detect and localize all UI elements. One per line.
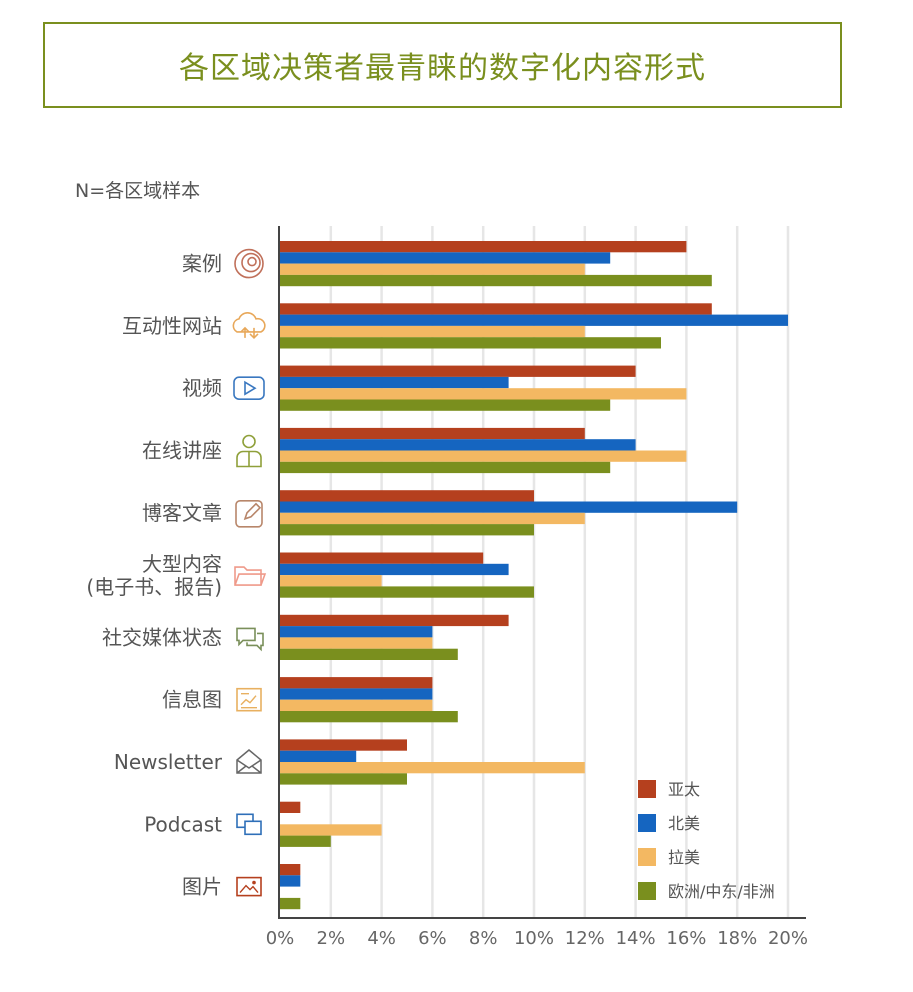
bar [280, 762, 585, 774]
category-label: 图片 [182, 875, 222, 899]
bar [280, 699, 433, 711]
bar [280, 512, 585, 525]
axes [278, 226, 806, 919]
chat-icon [236, 627, 264, 652]
bar [280, 337, 661, 349]
chart-title: 各区域决策者最青睐的数字化内容形式 [179, 51, 706, 86]
x-tick-label: 6% [418, 928, 447, 949]
legend-swatch [638, 780, 656, 798]
bar [280, 711, 458, 723]
legend-swatch [638, 882, 656, 900]
x-tick-label: 8% [469, 928, 498, 949]
bar [280, 365, 636, 377]
bar [280, 461, 611, 474]
bar [280, 875, 301, 887]
bar [280, 677, 433, 689]
x-tick-label: 10% [514, 928, 554, 949]
bar [280, 263, 585, 275]
bar [280, 314, 788, 326]
category-label: 社交媒体状态 [102, 625, 222, 649]
legend-label: 亚太 [668, 780, 700, 799]
bar [280, 552, 484, 564]
category-icons [232, 248, 267, 897]
bar [280, 750, 357, 762]
presenter-icon [236, 434, 262, 468]
x-tick-label: 12% [565, 928, 605, 949]
bar [280, 427, 585, 440]
category-label: 博客文章 [142, 501, 222, 525]
bar [280, 325, 585, 338]
podcast-icon [236, 813, 262, 836]
bar [280, 648, 458, 660]
bar [280, 864, 301, 876]
cloud-upload-icon [232, 312, 266, 340]
bar [280, 303, 712, 315]
bar [280, 399, 611, 411]
bar [280, 688, 433, 700]
infographic-icon [236, 687, 262, 712]
target-icon [234, 248, 264, 279]
mail-icon [236, 749, 262, 774]
x-tick-label: 2% [317, 928, 346, 949]
pencil-edit-icon [235, 499, 263, 528]
bar [280, 626, 433, 638]
category-label: 案例 [182, 252, 222, 276]
bar [280, 773, 407, 785]
category-label: Podcast [144, 812, 222, 836]
category-label: 互动性网站 [122, 314, 222, 338]
play-icon [233, 376, 265, 401]
category-label: 在线讲座 [142, 439, 222, 463]
chart-title-box: 各区域决策者最青睐的数字化内容形式 [43, 22, 842, 108]
bar [280, 388, 687, 400]
folder-icon [234, 566, 267, 586]
legend-swatch [638, 814, 656, 832]
legend-label: 拉美 [668, 848, 700, 867]
x-tick-label: 0% [266, 928, 295, 949]
category-label-sub: (电子书、报告) [86, 575, 222, 599]
x-tick-labels: 0% 2% 4% 6% 8% 10% 12% 14% 16% 18% 20% [266, 928, 808, 949]
category-label: Newsletter [114, 750, 223, 774]
bar [280, 450, 687, 462]
bar [280, 376, 509, 389]
category-label: 大型内容 [142, 552, 222, 576]
x-tick-label: 16% [666, 928, 706, 949]
bar [280, 824, 382, 836]
sample-note: N=各区域样本 [75, 180, 201, 202]
bar [280, 637, 433, 649]
bar [280, 835, 331, 847]
legend-swatch [638, 848, 656, 866]
category-label: 信息图 [162, 688, 222, 712]
x-tick-label: 20% [768, 928, 808, 949]
bar [280, 490, 534, 502]
bar [280, 241, 687, 253]
legend-label: 北美 [668, 814, 700, 833]
category-label: 视频 [182, 376, 222, 400]
bar [280, 252, 611, 264]
bar [280, 575, 382, 587]
bar [280, 586, 534, 598]
bar [280, 274, 712, 287]
image-icon [236, 876, 262, 897]
bar [280, 439, 636, 451]
x-tick-label: 4% [367, 928, 396, 949]
bar [280, 501, 738, 513]
bar [280, 563, 509, 576]
bar [280, 801, 301, 813]
bars [280, 241, 788, 910]
x-tick-label: 14% [616, 928, 656, 949]
bar [280, 739, 407, 751]
legend-label: 欧洲/中东/非洲 [668, 882, 775, 901]
x-tick-label: 18% [717, 928, 757, 949]
bar [280, 897, 301, 910]
bar [280, 524, 534, 536]
bar [280, 614, 509, 627]
